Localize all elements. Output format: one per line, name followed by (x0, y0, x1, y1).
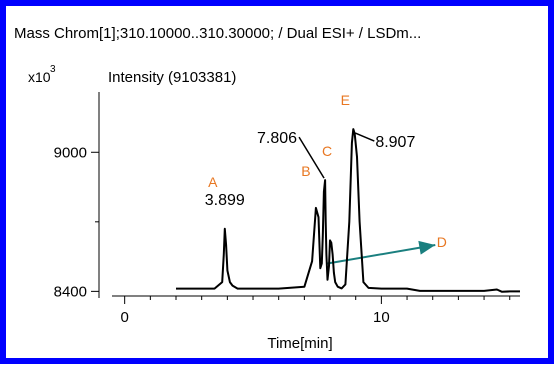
y-multiplier-base: x10 (28, 69, 51, 85)
peak-marker-B: B (301, 163, 310, 179)
annotation-7806: 7.806 (257, 130, 297, 147)
x-minor-ticks (149, 296, 511, 300)
arrow-head (418, 240, 436, 255)
arrow-shaft (327, 244, 436, 265)
chromatogram-trace (176, 128, 520, 293)
x-axis-label: Time[min] (267, 335, 332, 352)
annotation-3899: 3.899 (205, 192, 245, 209)
y-axis-label: Intensity (9103381) (108, 69, 236, 86)
y-tick-label-9000: 9000 (54, 144, 87, 161)
leader-8907 (355, 132, 375, 142)
x-tick-label-0: 0 (120, 309, 128, 326)
peak-marker-E: E (341, 92, 350, 108)
peak-annotations: 3.899 7.806 8.907 (205, 130, 416, 209)
peak-markers: A BC D E (208, 92, 447, 250)
x-tick-group: 0 10 (120, 296, 390, 326)
annotation-8907: 8.907 (375, 134, 415, 151)
y-tick-group: 8400 9000 (54, 144, 99, 300)
peak-marker-C: C (322, 143, 332, 159)
arrow-group (327, 240, 436, 265)
x-tick-label-10: 10 (373, 309, 390, 326)
peak-marker-D: D (437, 234, 447, 250)
y-multiplier-exp: 3 (50, 64, 56, 75)
y-tick-label-8400: 8400 (54, 283, 87, 300)
peak-marker-A: A (208, 174, 218, 190)
chart-title: Mass Chrom[1];310.10000..310.30000; / Du… (14, 25, 421, 42)
leader-7806 (298, 136, 325, 179)
